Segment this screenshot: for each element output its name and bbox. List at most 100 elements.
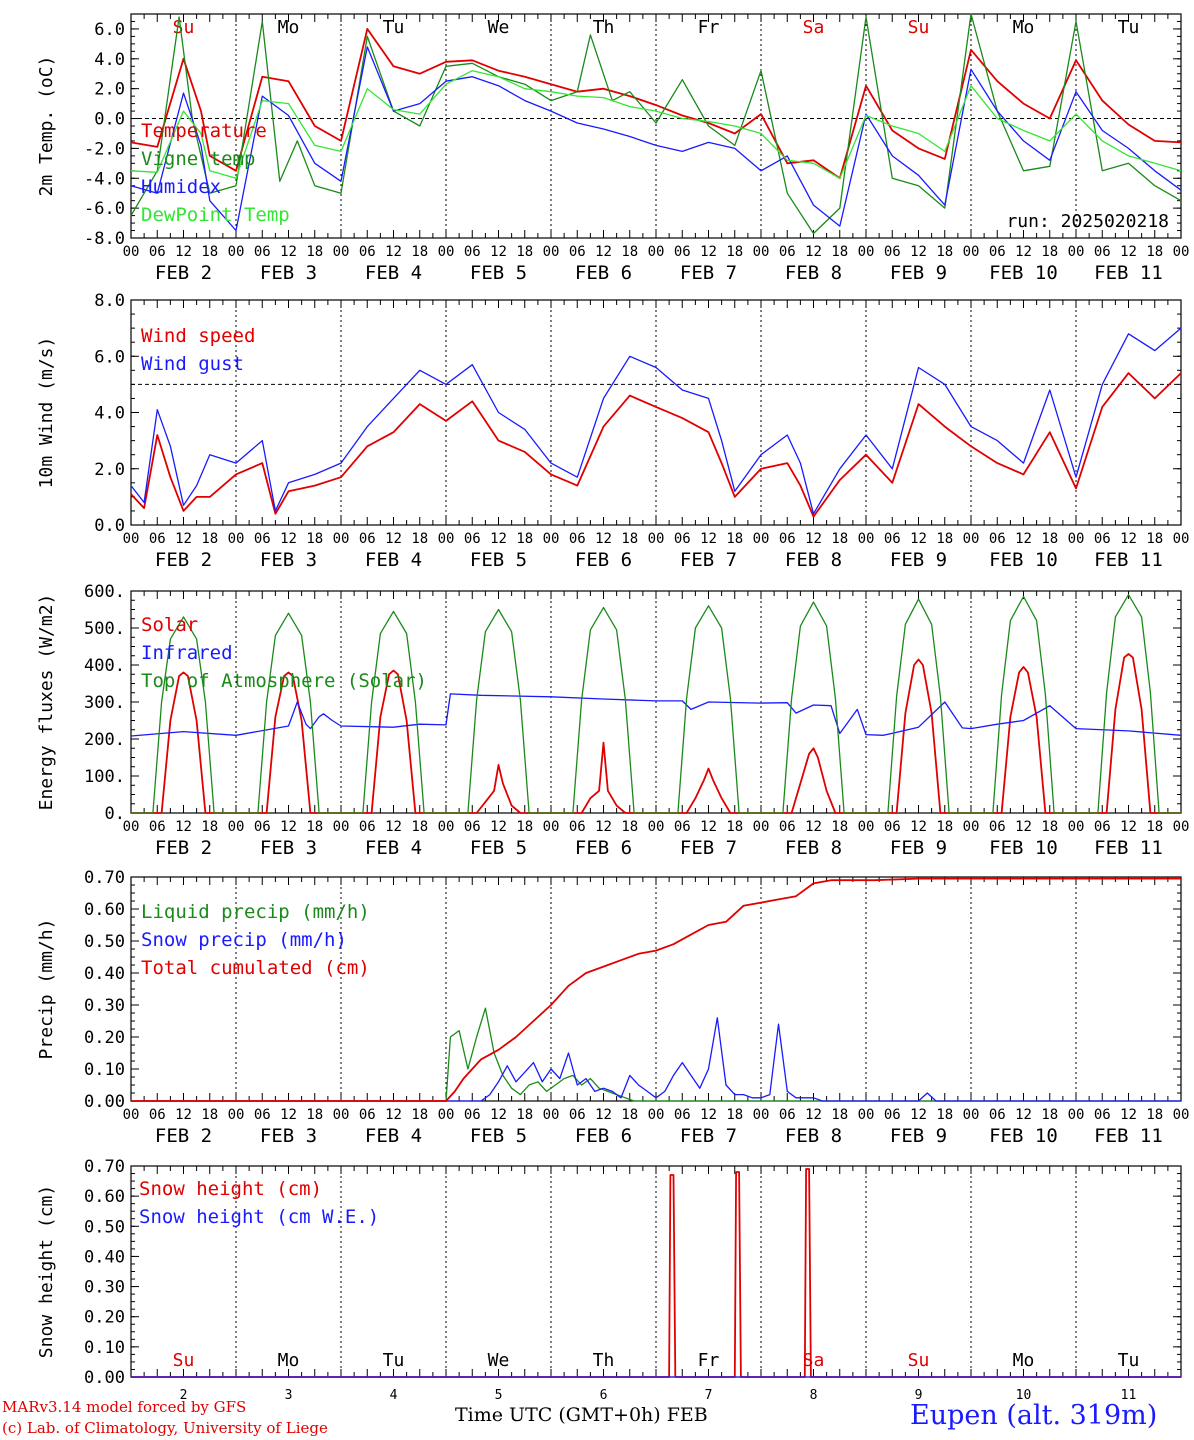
x-hour-label: 12 — [700, 1107, 717, 1123]
x-hour-label: 00 — [1173, 1107, 1190, 1123]
x-date-label: FEB 6 — [575, 549, 632, 571]
y-tick-label: 0.40 — [84, 964, 125, 984]
x-hour-label: 12 — [910, 819, 927, 835]
x-hour-label: 00 — [648, 244, 665, 260]
x-hour-label: 18 — [1146, 531, 1163, 547]
legend-temperature: Temperature — [141, 120, 267, 142]
x-hour-label: 06 — [149, 1107, 166, 1123]
x-date-label: FEB 3 — [260, 262, 317, 284]
x-hour-label: 06 — [884, 819, 901, 835]
x-hour-label: 18 — [726, 531, 743, 547]
y-tick-label: 0.70 — [84, 868, 125, 888]
y-tick-label: 8.0 — [94, 291, 125, 311]
x-hour-label: 18 — [936, 531, 953, 547]
y-tick-label: 0.60 — [84, 1187, 125, 1207]
ylabel-wind: 10m Wind (m/s) — [36, 337, 57, 489]
series-line-wind-speed — [130, 372, 1182, 518]
day-abbr: Su — [908, 1350, 930, 1371]
station-title: Eupen (alt. 319m) — [910, 1400, 1158, 1431]
x-hour-label: 06 — [1094, 819, 1111, 835]
x-hour-label: 00 — [438, 244, 455, 260]
x-date-label: FEB 6 — [575, 1125, 632, 1147]
x-hour-label: 18 — [726, 1107, 743, 1123]
x-hour-label: 18 — [1041, 244, 1058, 260]
x-hour-label: 12 — [595, 1107, 612, 1123]
day-abbr: Tu — [383, 17, 405, 38]
x-hour-label: 12 — [385, 531, 402, 547]
x-hour-label: 18 — [621, 1107, 638, 1123]
day-abbr: We — [488, 17, 510, 38]
model-credit: MARv3.14 model forced by GFS — [2, 1398, 247, 1416]
x-hour-label: 00 — [543, 1107, 560, 1123]
day-abbr: Mo — [1013, 1350, 1035, 1371]
x-hour-label: 06 — [884, 244, 901, 260]
x-hour-label: 12 — [805, 1107, 822, 1123]
x-hour-label: 18 — [831, 1107, 848, 1123]
series-line-wind-gust — [130, 327, 1182, 515]
legend-top-of-atmosphere-solar: Top of Atmosphere (Solar) — [141, 670, 427, 692]
ylabel-precip: Precip (mm/h) — [36, 919, 57, 1060]
x-hour-label: 18 — [411, 819, 428, 835]
y-tick-label: 0.20 — [84, 1028, 125, 1048]
series-line-total-cumulated-cm — [131, 877, 1181, 1102]
x-hour-label: 00 — [123, 244, 140, 260]
x-date-label: FEB 7 — [680, 837, 737, 859]
x-hour-label: 12 — [490, 819, 507, 835]
x-hour-label: 06 — [359, 1107, 376, 1123]
x-hour-label: 18 — [516, 531, 533, 547]
ylabel-energy: Energy fluxes (W/m2) — [36, 594, 57, 811]
legend-wind-speed: Wind speed — [141, 325, 255, 347]
x-hour-label: 12 — [1015, 531, 1032, 547]
x-hour-label: 00 — [228, 819, 245, 835]
x-date-label: FEB 3 — [260, 549, 317, 571]
y-tick-label: 0.70 — [84, 1157, 125, 1177]
x-hour-label: 12 — [490, 1107, 507, 1123]
y-tick-label: 6.0 — [94, 347, 125, 367]
x-date-label: FEB 4 — [365, 262, 422, 284]
x-hour-label: 06 — [1094, 531, 1111, 547]
x-date-label: FEB 10 — [989, 549, 1058, 571]
x-hour-label: 12 — [385, 1107, 402, 1123]
x-hour-label: 18 — [1146, 819, 1163, 835]
ylabel-snow: Snow height (cm) — [36, 1185, 57, 1358]
x-hour-label: 00 — [1068, 244, 1085, 260]
x-hour-label: 12 — [1120, 819, 1137, 835]
x-hour-label: 12 — [805, 244, 822, 260]
x-hour-label: 00 — [333, 1107, 350, 1123]
ylabel-temperature: 2m Temp. (oC) — [36, 56, 57, 197]
day-abbr: Su — [173, 1350, 195, 1371]
x-hour-label: 12 — [595, 819, 612, 835]
x-hour-label: 12 — [1015, 244, 1032, 260]
x-day-number: 5 — [495, 1388, 503, 1403]
y-tick-label: 0.30 — [84, 1278, 125, 1298]
x-hour-label: 12 — [805, 531, 822, 547]
x-hour-label: 06 — [149, 819, 166, 835]
y-tick-label: 100. — [84, 767, 125, 787]
x-hour-label: 06 — [674, 819, 691, 835]
x-hour-label: 12 — [175, 244, 192, 260]
x-hour-label: 18 — [1041, 819, 1058, 835]
x-hour-label: 12 — [280, 244, 297, 260]
x-hour-label: 06 — [1094, 1107, 1111, 1123]
x-hour-label: 12 — [805, 819, 822, 835]
x-date-label: FEB 11 — [1094, 837, 1163, 859]
x-hour-label: 18 — [201, 1107, 218, 1123]
x-hour-label: 12 — [700, 531, 717, 547]
x-hour-label: 00 — [123, 531, 140, 547]
x-hour-label: 18 — [831, 531, 848, 547]
x-hour-label: 06 — [989, 1107, 1006, 1123]
legend-vigne-temp: Vigne temp — [141, 148, 255, 170]
series-line-top-of-atmosphere-solar — [131, 594, 1181, 814]
x-day-number: 11 — [1121, 1388, 1137, 1403]
x-hour-label: 00 — [858, 819, 875, 835]
x-date-label: FEB 10 — [989, 837, 1058, 859]
y-tick-label: -8.0 — [84, 229, 125, 249]
x-hour-label: 00 — [753, 1107, 770, 1123]
x-hour-label: 06 — [464, 1107, 481, 1123]
x-hour-label: 06 — [779, 1107, 796, 1123]
series-line-vigne-temp — [130, 13, 1182, 235]
x-date-label: FEB 5 — [470, 549, 527, 571]
x-date-label: FEB 8 — [785, 837, 842, 859]
x-day-number: 8 — [810, 1388, 818, 1403]
